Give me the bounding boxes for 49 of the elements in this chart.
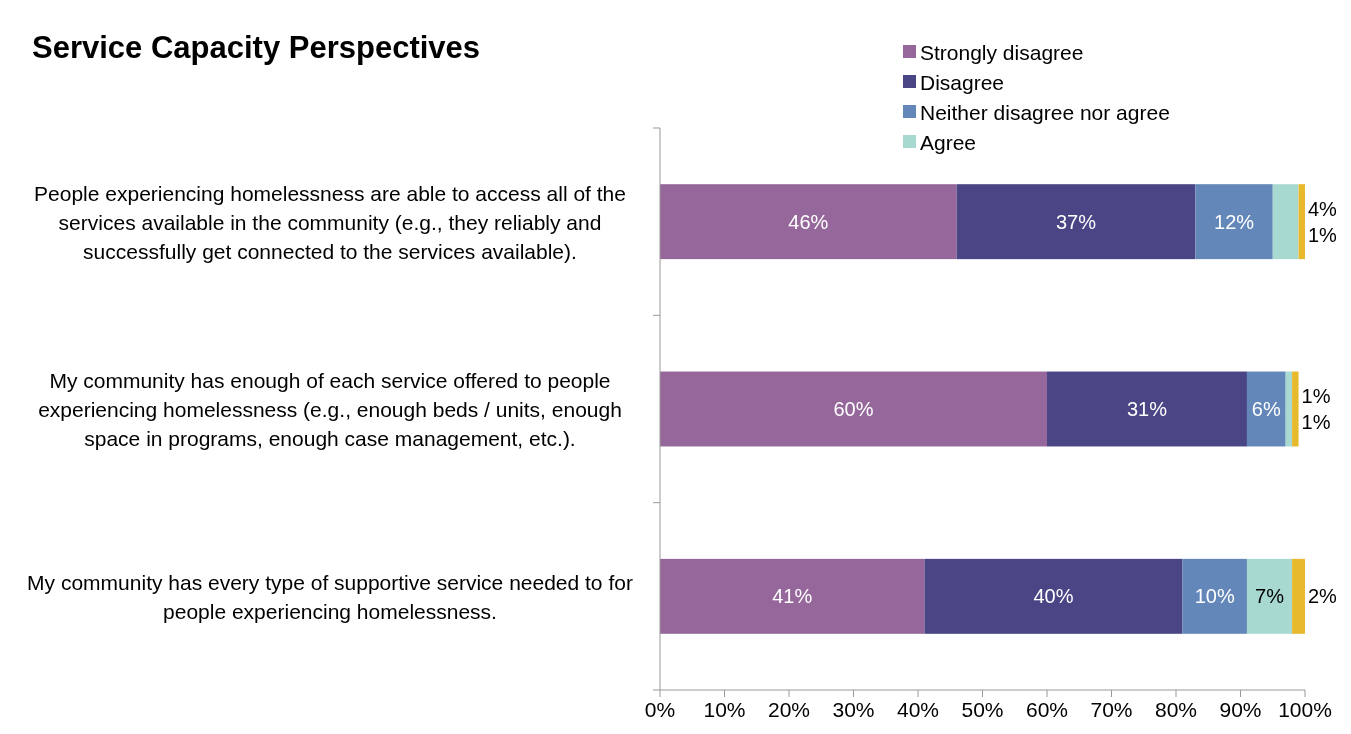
x-tick-label: 10% [703,698,746,721]
bar [660,184,957,260]
y-tick-label: My community has enough of each service offered to people experiencing homelessness (e.g., enough beds / units, enough space in programs, enough case management, etc.). [38,368,622,450]
data-label: 46% [788,210,829,233]
data-label: 1% [1308,223,1338,246]
x-tick-label: 70% [1090,698,1133,721]
data-label: 40% [1033,585,1074,608]
legend-label: Agree [920,130,977,154]
data-label: 1% [1301,385,1331,407]
x-tick-label: 20% [767,698,811,721]
legend-label: Disagree [920,70,1005,94]
x-tick-label: 0% [644,698,676,721]
y-tick-label: People experiencing homelessness are able to access all of the services available in the community (e.g., they reliably and successfully get connected to the services available). [34,181,626,263]
data-label: 4% [1308,197,1338,220]
x-tick-label: 60% [1025,698,1069,721]
legend-label: Strongly disagree [920,40,1084,64]
bar [1298,184,1305,260]
bar [1246,558,1293,634]
data-label: 12% [1214,210,1255,233]
bar [660,558,925,634]
data-label: 31% [1126,398,1168,420]
data-label: 41% [772,585,813,608]
bar [1285,371,1293,447]
data-label: 2% [1308,585,1338,608]
data-label: 1% [1301,411,1331,433]
x-tick-label: 30% [832,698,875,721]
data-label: 6% [1251,398,1281,420]
bar [1047,371,1247,447]
data-label: 60% [833,398,874,420]
bar [924,558,1183,634]
x-tick-label: 50% [961,698,1004,721]
data-label: 10% [1194,585,1235,608]
bar [956,184,1196,260]
bar [1292,558,1305,634]
bar [1195,184,1273,260]
legend-label: Neither disagree nor agree [920,100,1170,124]
bar [1292,371,1299,447]
bar [660,371,1047,447]
x-tick-label: 80% [1154,698,1198,721]
x-tick-label: 40% [896,698,940,721]
x-tick-label: 90% [1219,698,1262,721]
x-tick-label: 100% [1278,698,1332,721]
bar [1246,371,1286,447]
bar [1272,184,1299,260]
y-tick-label: My community has every type of supportive service needed to for people experiencing homelessness. [27,570,633,623]
bar [1182,558,1247,634]
text: Service Capacity Perspectives [32,30,481,65]
data-label: 7% [1255,585,1285,608]
data-label: 37% [1056,210,1097,233]
